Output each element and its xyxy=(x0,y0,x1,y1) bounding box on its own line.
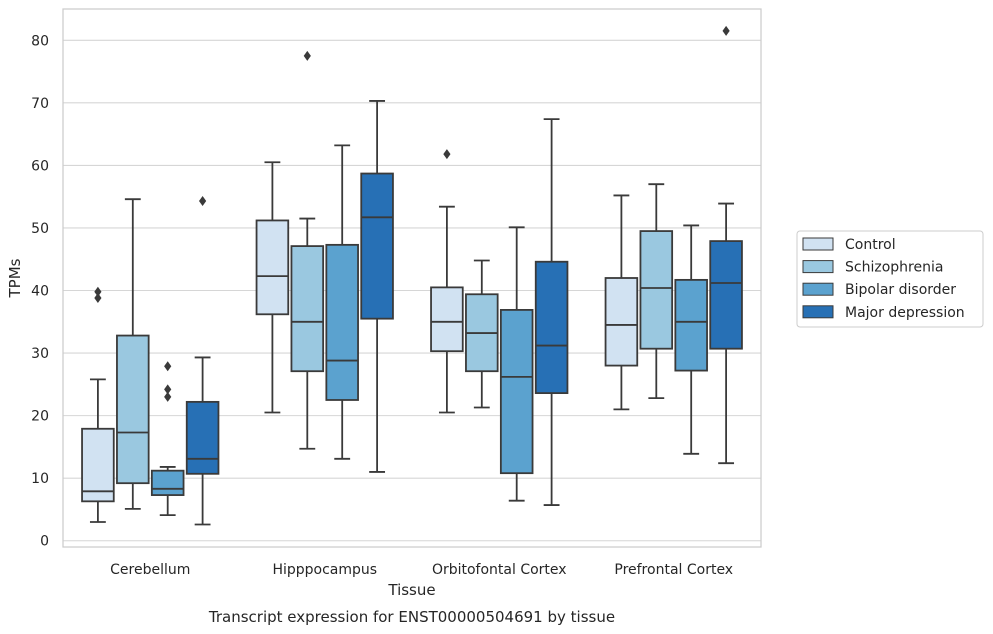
legend-label: Schizophrenia xyxy=(845,260,943,276)
legend-label: Major depression xyxy=(845,305,965,321)
x-tick-label: Cerebellum xyxy=(110,562,190,578)
x-tick-labels: Cerebellum Hipppocampus Orbitofontal Corte… xyxy=(110,562,733,578)
iqr-box xyxy=(604,277,639,367)
legend-label: Bipolar disorder xyxy=(845,282,956,298)
box-2-0 xyxy=(430,149,464,414)
y-tick-label: 10 xyxy=(31,471,49,487)
box-1-1 xyxy=(290,50,325,450)
iqr-box xyxy=(674,278,708,372)
outlier-point xyxy=(164,391,172,402)
outlier-point xyxy=(303,50,311,61)
box-3-1 xyxy=(639,183,674,400)
y-tick-label: 50 xyxy=(31,221,49,237)
plot-area-frame xyxy=(62,8,762,548)
iqr-box xyxy=(325,243,359,401)
iqr-box xyxy=(360,172,394,320)
box-3-0 xyxy=(604,194,639,411)
y-tick-label: 0 xyxy=(40,534,49,550)
outlier-point xyxy=(199,196,207,207)
box-1-2 xyxy=(325,144,359,460)
iqr-box xyxy=(639,230,674,350)
y-tick-label: 30 xyxy=(31,346,49,362)
y-axis-label: TPMs xyxy=(6,258,24,298)
iqr-box xyxy=(116,334,150,485)
y-tick-label: 70 xyxy=(31,96,49,112)
x-tick-label: Hipppocampus xyxy=(272,562,377,578)
outlier-point xyxy=(722,25,730,36)
iqr-box xyxy=(290,245,325,373)
legend-swatch xyxy=(802,260,834,274)
legend-swatch xyxy=(802,305,834,319)
y-tick-label: 20 xyxy=(31,409,49,425)
box-0-0 xyxy=(81,286,115,523)
iqr-box xyxy=(499,309,534,475)
legend-swatch xyxy=(802,282,834,296)
outlier-point xyxy=(164,384,172,395)
box-1-0 xyxy=(255,161,290,414)
legend-items: Control Schizophrenia Bipolar disorder Majo… xyxy=(802,237,965,321)
outlier-point xyxy=(443,149,451,160)
x-tick-label: Orbitofontal Cortex xyxy=(432,562,567,578)
boxes xyxy=(81,25,743,526)
box-2-1 xyxy=(465,259,499,409)
box-0-1 xyxy=(116,198,150,510)
box-1-3 xyxy=(360,100,394,473)
x-axis-label: Tissue xyxy=(387,581,435,599)
outlier-point xyxy=(94,293,102,304)
box-2-3 xyxy=(534,118,569,506)
y-tick-label: 80 xyxy=(31,33,49,49)
iqr-box xyxy=(709,240,743,350)
iqr-box xyxy=(150,469,185,496)
legend: Control Schizophrenia Bipolar disorder Majo… xyxy=(796,230,984,328)
iqr-box xyxy=(430,286,464,353)
box-3-3 xyxy=(709,25,743,465)
box-3-2 xyxy=(674,224,708,455)
legend-swatch xyxy=(802,237,834,251)
box-0-3 xyxy=(185,196,220,526)
outlier-point xyxy=(94,286,102,297)
iqr-box xyxy=(81,427,115,503)
iqr-box xyxy=(255,219,290,316)
y-tick-label: 40 xyxy=(31,284,49,300)
chart-caption: Transcript expression for ENST0000050469… xyxy=(208,608,615,626)
iqr-box xyxy=(534,260,569,395)
box-2-2 xyxy=(499,226,534,502)
legend-frame xyxy=(796,230,984,328)
y-tick-labels: 0 10 20 30 40 50 60 70 80 xyxy=(31,33,49,549)
x-tick-label: Prefrontal Cortex xyxy=(614,562,733,578)
y-tick-label: 60 xyxy=(31,158,49,174)
legend-label: Control xyxy=(845,237,896,253)
iqr-box xyxy=(185,400,220,475)
box-0-2 xyxy=(150,361,185,516)
outlier-point xyxy=(164,361,172,372)
